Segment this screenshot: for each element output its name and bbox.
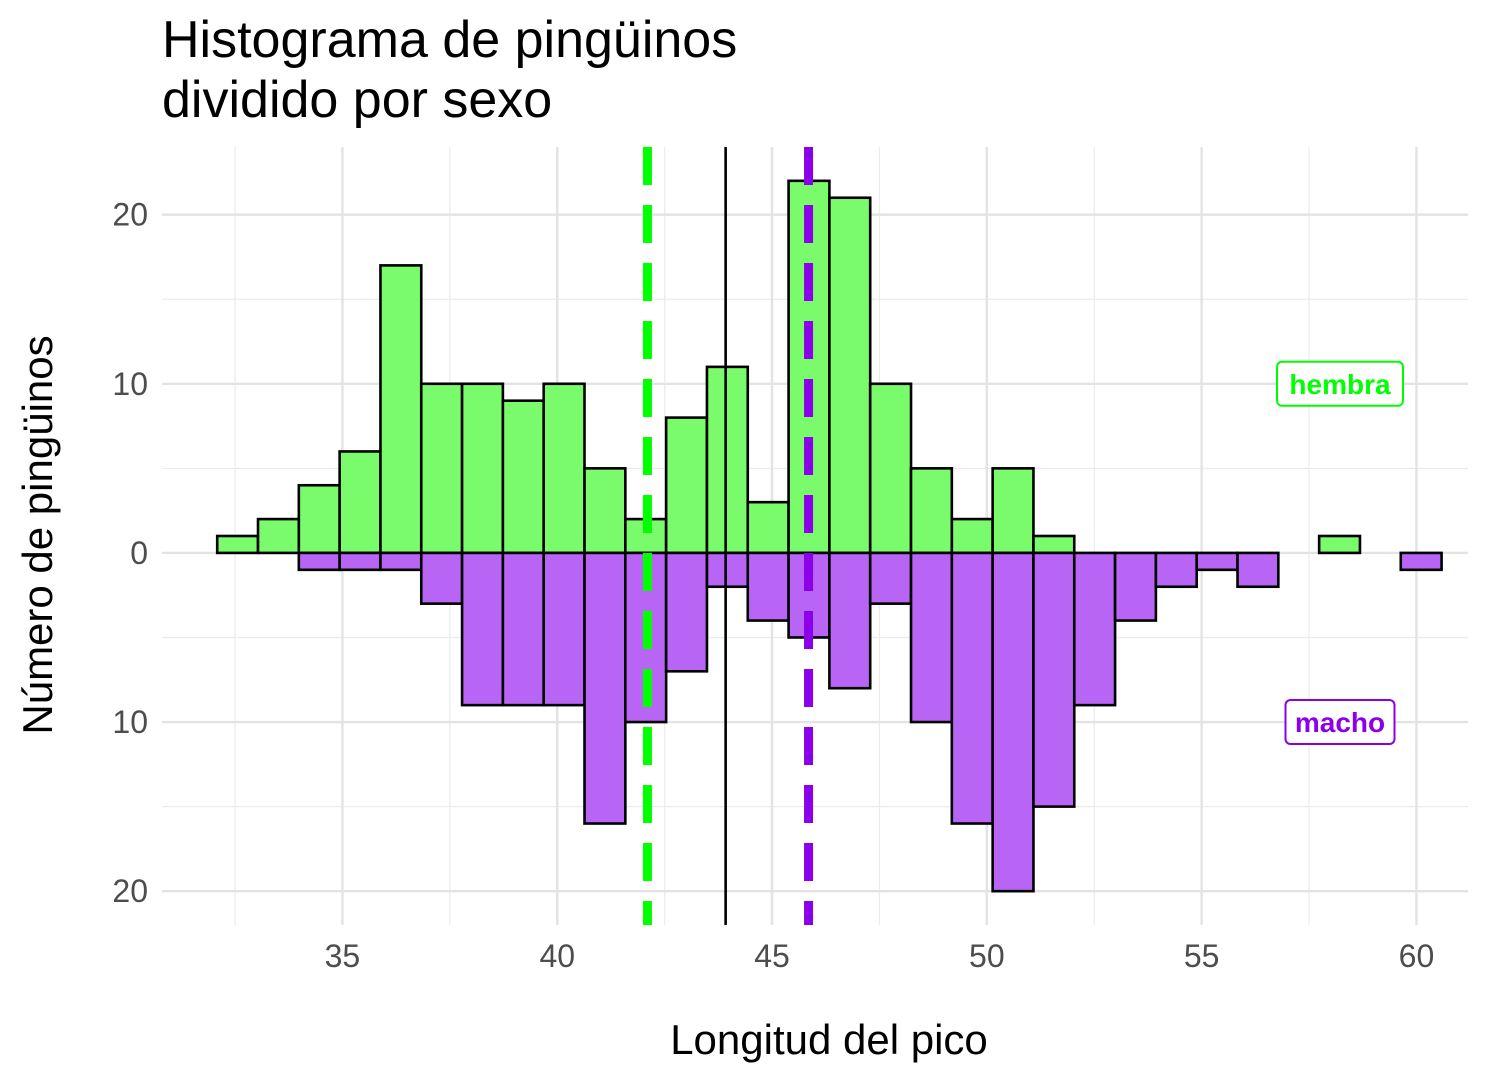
histogram-bar-macho (379, 551, 423, 572)
histogram-bar-hembra (1317, 534, 1362, 555)
histogram-bar-macho (1072, 551, 1117, 707)
histogram-bar-macho (950, 551, 994, 825)
mean-lines (642, 147, 814, 925)
chart-title-line-1: Histograma de pingüinos (162, 11, 737, 69)
y-tick-label: 20 (112, 873, 148, 909)
legend-box-macho (1284, 699, 1396, 746)
histogram-bar-macho (705, 551, 750, 589)
x-tick-label: 40 (539, 938, 575, 974)
histogram-bar-macho (1236, 551, 1280, 589)
histogram-bar-macho (828, 551, 872, 690)
x-tick-label: 45 (754, 938, 790, 974)
y-tick-labels: 20 10 0 10 20 (112, 197, 148, 910)
histogram-bar-macho (1154, 551, 1199, 589)
legend-label-hembra: hembra (1289, 369, 1391, 400)
histogram-bar-hembra (991, 467, 1035, 555)
histogram-bar-hembra (215, 534, 260, 555)
histogram-bar-macho (460, 551, 505, 707)
histogram-bar-hembra (705, 365, 750, 555)
histogram-bar-hembra (460, 382, 505, 555)
histogram-bar-macho (909, 551, 954, 724)
histogram-bar-macho (868, 551, 913, 605)
histogram-bar-hembra (501, 399, 546, 555)
histogram-bar-hembra (950, 517, 994, 555)
histogram-bar-hembra (379, 264, 423, 555)
histogram-bar-hembra (868, 382, 913, 555)
x-tick-label: 35 (325, 938, 361, 974)
histogram-bar-macho (419, 551, 464, 605)
legend-box-hembra (1276, 360, 1404, 407)
histogram-bar-hembra (664, 416, 709, 555)
histogram-bars (215, 179, 1443, 893)
histogram-bar-hembra (419, 382, 464, 555)
histogram-bar-hembra (256, 517, 301, 555)
histogram-bar-hembra (828, 196, 872, 555)
histogram-bar-macho (583, 551, 627, 825)
x-tick-label: 50 (969, 938, 1005, 974)
histogram-bar-macho (664, 551, 709, 673)
histogram-bar-macho (338, 551, 382, 572)
y-axis-title: Número de pingüinos (14, 335, 61, 734)
histogram-bar-macho (542, 551, 586, 707)
x-axis-title: Longitud del pico (670, 1016, 988, 1063)
histogram-bar-hembra (297, 483, 341, 555)
y-tick-label: 10 (112, 366, 148, 402)
y-tick-label: 0 (130, 535, 148, 571)
histogram-bar-hembra (338, 450, 382, 555)
histogram-bar-macho (1113, 551, 1158, 622)
legend: hembra macho (1276, 360, 1404, 746)
y-tick-label: 20 (112, 197, 148, 233)
x-tick-label: 55 (1184, 938, 1220, 974)
y-tick-label: 10 (112, 704, 148, 740)
histogram-bar-macho (1195, 551, 1239, 572)
legend-label-macho: macho (1295, 707, 1385, 738)
histogram-bar-macho (1399, 551, 1443, 572)
histogram-bar-macho (1032, 551, 1076, 808)
histogram-bar-macho (297, 551, 341, 572)
x-tick-labels: 35 40 45 50 55 60 (325, 938, 1435, 974)
chart-title-line-2: dividido por sexo (162, 71, 552, 129)
histogram-bar-hembra (1032, 534, 1076, 555)
histogram-bar-macho (501, 551, 546, 707)
histogram-bar-hembra (746, 500, 790, 555)
histogram-bar-hembra (909, 467, 954, 555)
histogram-bar-macho (746, 551, 790, 622)
histogram-bar-macho (991, 551, 1035, 893)
histogram-bar-hembra (542, 382, 586, 555)
x-tick-label: 60 (1399, 938, 1435, 974)
histogram-bar-hembra (583, 467, 627, 555)
